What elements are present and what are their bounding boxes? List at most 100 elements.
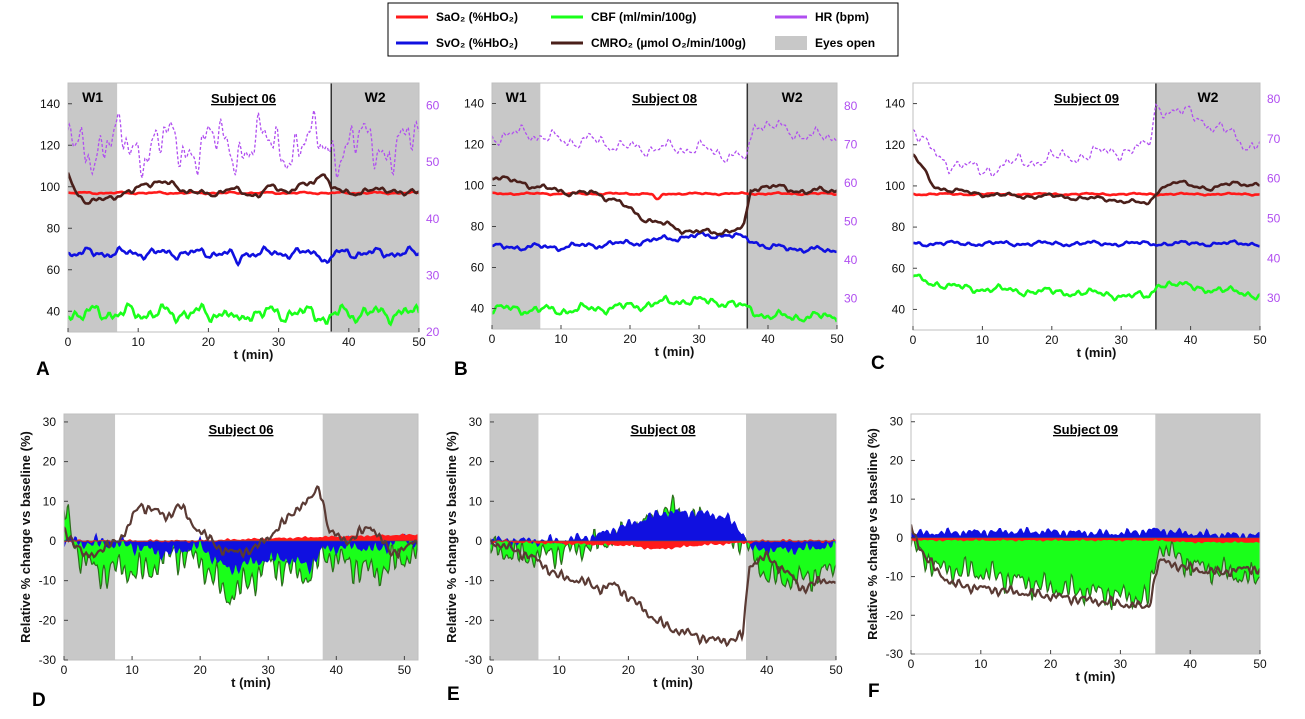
x-tick-label-D: 0	[61, 663, 68, 677]
hr-tick-label-C: 40	[1267, 251, 1281, 265]
panel-C: W2 0 10 20 30 40 50 40 60 80 100 120 140 30 40 50 60 70 80…	[871, 82, 1281, 374]
legend-swatch-eyes	[775, 36, 807, 50]
y-tick-label-F: -30	[886, 647, 904, 661]
y-tick-label-B: 80	[471, 220, 485, 234]
y-tick-label-D: 30	[43, 415, 57, 429]
plot-frame-B	[491, 82, 838, 330]
eyes-open-window-B-1	[492, 83, 541, 329]
x-axis-label-A: t (min)	[234, 347, 274, 362]
plot-frame-C	[912, 82, 1261, 331]
y-tick-label-D: -30	[39, 653, 57, 667]
series-cbf-line-C	[913, 273, 1260, 302]
panel-title-A: Subject 06	[211, 91, 276, 106]
x-axis-label-C: t (min)	[1077, 345, 1117, 360]
hr-tick-label-B: 30	[844, 291, 858, 305]
series-group-F	[911, 524, 1260, 611]
hr-tick-label-B: 80	[844, 99, 858, 113]
y-tick-label-C: 140	[885, 97, 905, 111]
panel-letter-F: F	[868, 681, 880, 702]
plot-frame-F	[910, 413, 1261, 655]
series-hr-line-B	[492, 119, 837, 164]
x-tick-label-F: 50	[1253, 657, 1267, 671]
x-tick-label-B: 0	[489, 332, 496, 346]
legend-item-eyes: Eyes open	[775, 36, 875, 50]
x-tick-label-B: 40	[761, 332, 775, 346]
series-svo2-line-C	[913, 239, 1260, 248]
plot-frame-A	[67, 82, 420, 333]
series-group-E	[490, 494, 836, 648]
x-tick-label-C: 40	[1184, 333, 1198, 347]
y-tick-label-F: -20	[886, 608, 904, 622]
x-tick-label-F: 20	[1044, 657, 1058, 671]
x-tick-label-A: 50	[412, 335, 426, 349]
hr-tick-label-A: 30	[426, 268, 440, 282]
panel-F: 0 10 20 30 40 50 -30 -20 -10 0 10 20 30 Subject 09 t (…	[865, 413, 1267, 702]
y-tick-label-D: -10	[39, 574, 57, 588]
x-tick-label-B: 30	[692, 332, 706, 346]
panel-letter-C: C	[871, 353, 885, 374]
y-tick-label-F: 30	[890, 415, 904, 429]
panel-title-F: Subject 09	[1053, 422, 1118, 437]
x-tick-label-E: 20	[622, 663, 636, 677]
y-tick-label-A: 40	[47, 304, 61, 318]
series-cbf-line-A	[68, 302, 419, 327]
y-axis-label-F: Relative % change vs baseline (%)	[865, 428, 880, 640]
panel-title-D: Subject 06	[208, 422, 273, 437]
hr-tick-label-B: 60	[844, 176, 858, 190]
legend-label-svo2: SvO₂ (%HbO₂)	[436, 36, 518, 50]
x-tick-label-A: 10	[132, 335, 146, 349]
y-tick-label-D: -20	[39, 613, 57, 627]
y-tick-label-C: 100	[885, 179, 905, 193]
series-group-D	[64, 485, 418, 606]
panel-title-B: Subject 08	[632, 91, 697, 106]
panel-letter-E: E	[447, 684, 460, 705]
y-tick-label-E: 20	[469, 455, 483, 469]
plot-frame-D	[63, 413, 419, 661]
y-axis-label-D: Relative % change vs baseline (%)	[18, 431, 33, 643]
series-sao2-edge-E	[490, 538, 836, 550]
legend-label-eyes: Eyes open	[815, 36, 875, 50]
hr-tick-label-C: 50	[1267, 211, 1281, 225]
eyes-open-window-E-1	[490, 414, 539, 660]
series-hr-line-A	[68, 110, 419, 181]
y-tick-label-E: -30	[465, 653, 483, 667]
legend-item-hr: HR (bpm)	[775, 10, 869, 24]
series-cmro2-line-A	[68, 172, 419, 205]
y-tick-label-C: 80	[892, 220, 906, 234]
panel-D: 0 10 20 30 40 50 -30 -20 -10 0 10 20 30 Subject 06 t (…	[18, 413, 419, 711]
x-axis-label-D: t (min)	[231, 675, 271, 690]
legend-item-cbf: CBF (ml/min/100g)	[551, 10, 696, 24]
series-sao2-area-E	[490, 539, 836, 549]
y-tick-label-F: -10	[886, 570, 904, 584]
y-tick-label-A: 140	[40, 97, 60, 111]
x-axis-label-B: t (min)	[655, 344, 695, 359]
series-sao2-line-B	[492, 191, 837, 201]
x-axis-label-E: t (min)	[653, 675, 693, 690]
series-cbf-line-B	[492, 294, 837, 323]
series-sao2-edge-D	[64, 533, 418, 543]
y-tick-label-E: -20	[465, 613, 483, 627]
y-tick-label-B: 40	[471, 302, 485, 316]
y-tick-label-D: 20	[43, 455, 57, 469]
x-tick-label-A: 30	[272, 335, 286, 349]
panel-A: W1 W2 0 10 20 30 40 50 40 60 80 100 120 140 20 30 40 50 60…	[36, 82, 440, 380]
y-tick-label-D: 0	[49, 534, 56, 548]
y-tick-label-E: 30	[469, 415, 483, 429]
eyes-open-window-D-1	[64, 414, 116, 660]
eyes-open-window-C-1	[1155, 83, 1260, 330]
hr-tick-label-C: 70	[1267, 132, 1281, 146]
panel-E: 0 10 20 30 40 50 -30 -20 -10 0 10 20 30 Subject 08 t (…	[444, 413, 843, 705]
window-label-w1: W1	[82, 89, 103, 105]
hr-tick-label-C: 30	[1267, 291, 1281, 305]
eyes-open-window-A-2	[331, 83, 419, 332]
series-cmro2-line-F	[911, 524, 1260, 609]
x-tick-label-B: 10	[554, 332, 568, 346]
series-svo2-area-E	[490, 509, 836, 556]
series-svo2-line-A	[68, 245, 419, 267]
y-tick-label-B: 100	[464, 179, 484, 193]
y-tick-label-A: 60	[47, 263, 61, 277]
x-tick-label-F: 0	[908, 657, 915, 671]
y-tick-label-D: 10	[43, 494, 57, 508]
y-tick-label-E: 0	[475, 534, 482, 548]
